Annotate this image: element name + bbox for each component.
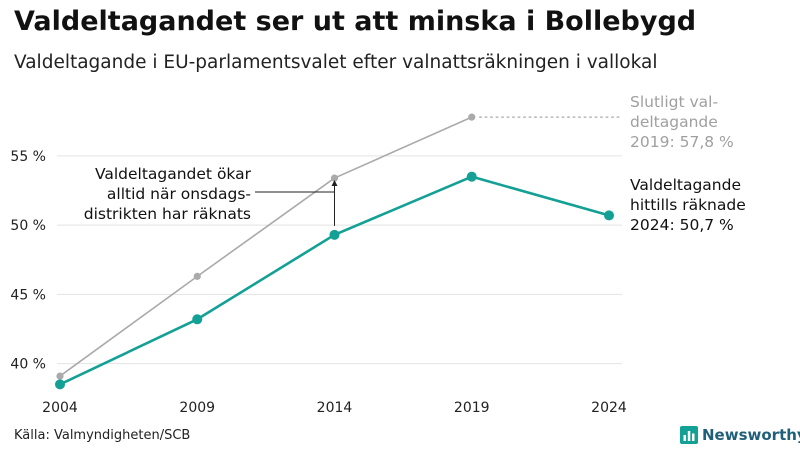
gridlines	[57, 155, 622, 365]
final-turnout-line	[59, 116, 473, 377]
final-turnout-point	[468, 113, 476, 121]
y-tick-label: 45 %	[10, 287, 46, 303]
election-night-turnout-point	[192, 314, 203, 325]
election-night-turnout-point	[329, 229, 340, 240]
logo-text: Newsworthy	[702, 426, 800, 444]
arrow-head	[331, 180, 338, 187]
x-axis-labels: 2004 2009 2014 2019 2024	[42, 400, 627, 416]
newsworthy-logo: Newsworthy	[680, 426, 800, 444]
final-turnout-point	[193, 272, 201, 280]
final-turnout-label: Slutligt val-	[630, 93, 718, 111]
x-tick-label: 2004	[42, 400, 78, 416]
current-turnout-label: hittills räknade	[630, 196, 746, 214]
arrow-note-text: distrikten har räknats	[84, 205, 251, 223]
y-tick-label: 50 %	[10, 218, 46, 234]
x-tick-label: 2009	[179, 400, 215, 416]
source-note: Källa: Valmyndigheten/SCB	[14, 428, 191, 443]
final-turnout-label: 2019: 57,8 %	[630, 133, 734, 151]
current-turnout-label: 2024: 50,7 %	[630, 216, 734, 234]
x-tick-label: 2024	[591, 400, 627, 416]
y-tick-label: 40 %	[10, 357, 46, 373]
chart-title: Valdeltagandet ser ut att minska i Bolle…	[14, 6, 697, 37]
election-night-turnout-point	[604, 210, 614, 221]
chart-subtitle: Valdeltagande i EU-parlamentsvalet efter…	[14, 52, 658, 73]
final-turnout-label: deltagande	[630, 113, 718, 131]
arrow-note-text: alltid när onsdags-	[107, 185, 251, 203]
arrow-note-text: Valdeltagandet ökar	[95, 165, 252, 183]
final-turnout-point	[56, 372, 64, 380]
x-tick-label: 2019	[454, 400, 490, 416]
final-turnout-point	[330, 174, 339, 182]
annotations: Valdeltagandet ökar alltid när onsdags-di…	[84, 93, 746, 234]
x-tick-label: 2014	[317, 400, 353, 416]
election-night-turnout-point	[466, 171, 477, 182]
y-tick-label: 55 %	[10, 149, 46, 165]
current-turnout-label: Valdeltagande	[630, 176, 741, 194]
y-axis-labels: 40 % 45 % 50 % 55 %	[10, 149, 46, 373]
series-lines	[55, 113, 614, 390]
bar-chart-icon	[680, 426, 698, 444]
election-night-turnout-point	[55, 379, 65, 390]
